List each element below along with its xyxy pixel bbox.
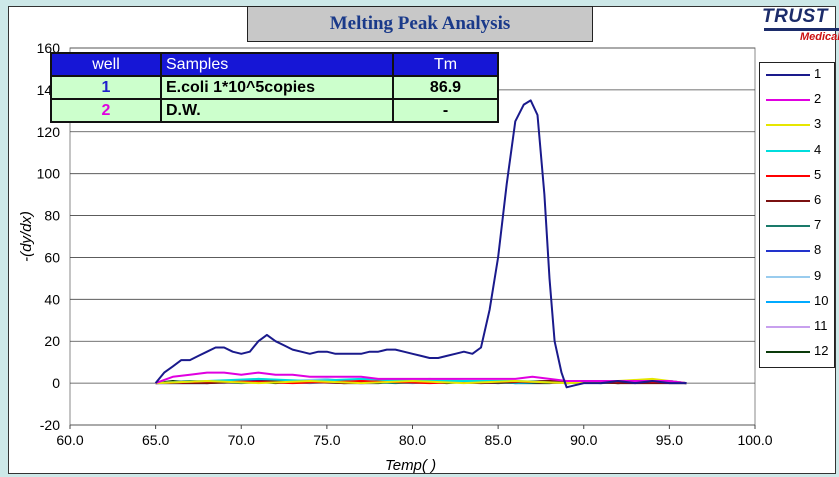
legend-label: 7: [814, 217, 822, 233]
legend-label: 4: [814, 141, 822, 157]
table-header-row: well Samples Tm: [50, 52, 499, 77]
legend-item: 11: [764, 317, 832, 337]
y-tick-label: 160: [37, 40, 61, 56]
legend-label: 10: [814, 292, 829, 308]
legend-item: 12: [764, 342, 832, 362]
legend-swatch: [766, 74, 810, 76]
legend-swatch: [766, 351, 810, 354]
y-axis-label: -(dy/dx): [18, 211, 35, 262]
legend-label: 5: [814, 166, 822, 182]
cell-sample: E.coli 1*10^5copies: [160, 75, 394, 100]
legend-swatch: [766, 99, 810, 102]
legend-swatch: [766, 225, 810, 228]
chart-title: Melting Peak Analysis: [247, 6, 593, 42]
y-tick-label: 80: [44, 208, 60, 224]
x-tick-label: 80.0: [399, 432, 426, 448]
legend-label: 6: [814, 192, 822, 207]
legend-swatch: [766, 275, 810, 278]
y-tick-label: 40: [44, 291, 60, 307]
legend-label: 8: [814, 242, 822, 258]
y-tick-label: -20: [40, 417, 60, 433]
logo-sub: Medical: [800, 31, 839, 43]
legend-label: 2: [814, 91, 822, 107]
logo-bar: [764, 28, 839, 31]
legend-item: 2: [764, 90, 832, 110]
header-samples: Samples: [160, 52, 394, 77]
legend-item: 3: [764, 115, 832, 135]
legend-swatch: [766, 300, 810, 303]
legend-item: 6: [764, 191, 832, 211]
x-tick-label: 100.0: [737, 432, 772, 448]
legend-item: 10: [764, 292, 832, 312]
logo-name: TRUST: [762, 6, 828, 27]
chart-legend: 1 2 3 4 5 6 7 8 9 10 11 12: [759, 62, 835, 368]
legend-swatch: [766, 174, 810, 177]
legend-label: 3: [814, 116, 822, 132]
results-table: well Samples Tm 1 E.coli 1*10^5copies 86…: [50, 52, 499, 123]
y-tick-label: 100: [37, 166, 61, 182]
header-tm: Tm: [392, 52, 499, 77]
x-tick-label: 60.0: [56, 432, 83, 448]
legend-item: 4: [764, 141, 832, 161]
legend-item: 9: [764, 267, 832, 287]
brand-logo: TRUST Medical: [762, 6, 839, 43]
x-axis-label: Temp( ): [385, 457, 436, 474]
cell-well: 2: [50, 98, 162, 123]
legend-swatch: [766, 149, 810, 152]
series-line-1: [154, 99, 687, 389]
x-tick-label: 65.0: [142, 432, 169, 448]
legend-label: 11: [814, 318, 828, 333]
legend-swatch: [766, 124, 810, 127]
cell-tm: -: [392, 98, 499, 123]
x-tick-label: 70.0: [228, 432, 255, 448]
series-line-2: [155, 371, 687, 385]
y-tick-label: 0: [52, 375, 60, 391]
legend-label: 1: [814, 66, 822, 81]
x-tick-label: 75.0: [313, 432, 340, 448]
header-well: well: [50, 52, 162, 77]
table-row: 2 D.W. -: [50, 98, 499, 123]
table-row: 1 E.coli 1*10^5copies 86.9: [50, 75, 499, 100]
legend-swatch: [766, 250, 810, 253]
legend-item: 5: [764, 166, 832, 186]
cell-well: 1: [50, 75, 162, 100]
cell-sample: D.W.: [160, 98, 394, 123]
x-tick-label: 85.0: [485, 432, 512, 448]
x-tick-label: 90.0: [570, 432, 597, 448]
legend-swatch: [766, 200, 810, 202]
legend-swatch: [766, 326, 810, 328]
x-tick-label: 95.0: [656, 432, 683, 448]
legend-label: 12: [814, 343, 829, 359]
y-tick-label: 60: [44, 249, 60, 265]
legend-item: 8: [764, 241, 832, 261]
legend-label: 9: [814, 267, 822, 283]
y-tick-label: 120: [37, 124, 61, 140]
legend-item: 1: [764, 65, 832, 85]
legend-item: 7: [764, 216, 832, 236]
cell-tm: 86.9: [392, 75, 499, 100]
y-tick-label: 20: [44, 333, 60, 349]
